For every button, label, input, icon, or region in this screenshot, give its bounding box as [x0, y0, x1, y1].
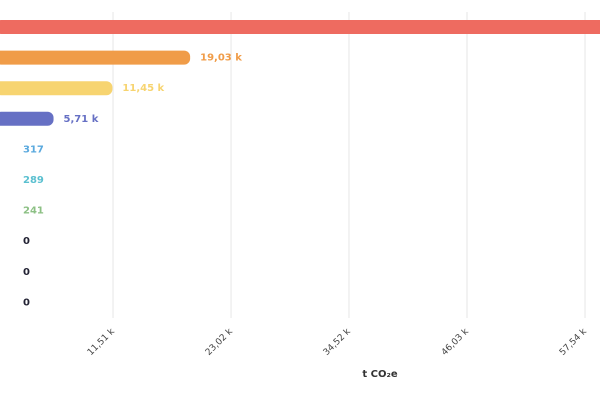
- value-label: 289: [23, 175, 44, 186]
- value-label: 19,03 k: [200, 53, 242, 64]
- bar: [0, 20, 600, 34]
- bar: [0, 81, 113, 96]
- value-label: 0: [23, 297, 30, 308]
- x-tick-label: 11,51 k: [86, 326, 118, 358]
- value-label: 0: [23, 236, 30, 247]
- x-axis-label: t CO₂e: [362, 369, 397, 380]
- bar: [0, 50, 191, 65]
- x-tick-label: 23,02 k: [204, 326, 236, 358]
- value-label: 317: [23, 144, 44, 155]
- x-tick-label: 46,03 k: [440, 326, 472, 358]
- bar: [0, 111, 54, 126]
- value-label: 0: [23, 267, 30, 278]
- value-label: 5,71 k: [64, 114, 99, 125]
- x-tick-label: 57,54 k: [558, 326, 590, 358]
- value-label: 241: [23, 206, 44, 217]
- x-tick-label: 34,52 k: [322, 326, 354, 358]
- value-label: 11,45 k: [122, 83, 164, 94]
